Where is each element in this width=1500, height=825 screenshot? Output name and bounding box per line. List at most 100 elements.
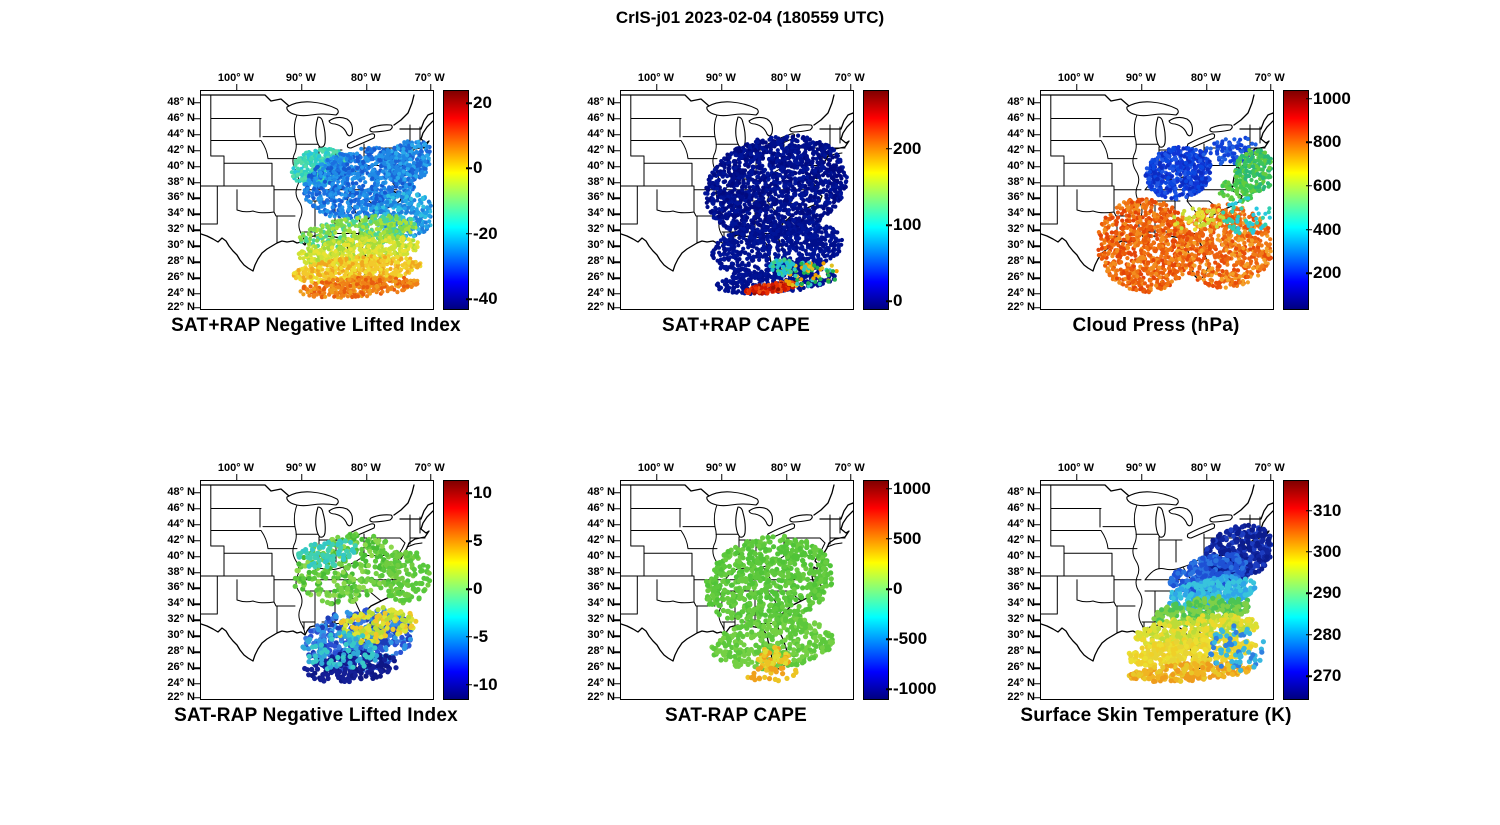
lon-tick-mark bbox=[786, 84, 788, 90]
lat-tick-label: 26° N bbox=[167, 271, 195, 284]
lat-tick-label: 46° N bbox=[587, 501, 615, 514]
lat-tick-label: 38° N bbox=[587, 565, 615, 578]
colorbar-tick-labels: 1000 500 0 -500 -1000 bbox=[886, 478, 957, 698]
colorbar-tick-mark bbox=[466, 233, 472, 235]
lon-tick-mark bbox=[236, 474, 238, 480]
map-panel: 100° W 90° W 80° W 70° W 48° N 46° N 44° N 42°… bbox=[570, 448, 960, 748]
colorbar-tick-label: 200 bbox=[1313, 263, 1342, 283]
lat-tick-label: 34° N bbox=[167, 597, 195, 610]
us-map bbox=[201, 484, 433, 685]
colorbar-tick-mark bbox=[1306, 592, 1312, 595]
lon-tick-mark bbox=[1206, 474, 1208, 480]
data-swath bbox=[1126, 522, 1273, 684]
colorbar-tick-label: 0 bbox=[473, 579, 483, 598]
colorbar bbox=[1283, 90, 1309, 310]
lat-tick-mark bbox=[614, 197, 620, 200]
lon-tick-mark bbox=[301, 474, 303, 480]
lon-tick-label: 100° W bbox=[217, 462, 255, 474]
lon-tick-mark bbox=[366, 84, 368, 90]
colorbar-tick-label: 200 bbox=[893, 138, 922, 158]
lat-tick-mark bbox=[1034, 102, 1040, 104]
colorbar-tick-mark bbox=[886, 638, 892, 640]
lat-tick-mark bbox=[614, 619, 620, 622]
lat-tick-mark bbox=[614, 149, 620, 152]
lon-tick-mark bbox=[366, 474, 368, 480]
lat-tick-mark bbox=[194, 619, 200, 622]
lat-tick-label: 42° N bbox=[167, 533, 195, 546]
colorbar-tick-labels: 200 100 0 bbox=[886, 90, 957, 310]
lat-tick-mark bbox=[614, 492, 620, 494]
lat-tick-label: 48° N bbox=[587, 95, 615, 108]
lat-tick-label: 36° N bbox=[587, 581, 615, 594]
colorbar-tick-label: 1000 bbox=[893, 478, 931, 498]
panel-title: SAT-RAP Negative Lifted Index bbox=[174, 705, 458, 726]
colorbar-tick-mark bbox=[1306, 509, 1312, 512]
lat-tick-mark bbox=[614, 697, 620, 699]
latitude-axis: 48° N 46° N 44° N 42° N 40° N 38° N 36° N 34° N… bbox=[570, 90, 617, 313]
lat-tick-mark bbox=[1034, 213, 1040, 216]
lat-tick-label: 48° N bbox=[167, 485, 195, 498]
lat-tick-label: 42° N bbox=[1007, 533, 1035, 546]
lat-tick-label: 40° N bbox=[1007, 159, 1035, 172]
lat-tick-label: 46° N bbox=[587, 111, 615, 124]
lat-tick-mark bbox=[194, 261, 200, 263]
colorbar-tick-mark bbox=[1306, 634, 1312, 636]
us-map bbox=[621, 94, 853, 296]
lat-tick-label: 34° N bbox=[1007, 597, 1035, 610]
lat-tick-label: 42° N bbox=[587, 143, 615, 156]
colorbar bbox=[863, 480, 889, 700]
longitude-axis: 100° W 90° W 80° W 70° W bbox=[200, 60, 445, 88]
lat-tick-label: 38° N bbox=[1007, 175, 1035, 188]
figure-title: CrIS-j01 2023-02-04 (180559 UTC) bbox=[615, 8, 885, 27]
lat-tick-label: 30° N bbox=[167, 629, 195, 642]
lat-tick-label: 36° N bbox=[1007, 581, 1035, 594]
lat-tick-label: 44° N bbox=[587, 127, 615, 140]
data-swath bbox=[1096, 135, 1273, 295]
lat-tick-mark bbox=[194, 307, 200, 309]
lon-tick-label: 80° W bbox=[350, 72, 381, 84]
lon-tick-label: 70° W bbox=[414, 462, 445, 474]
lat-tick-label: 36° N bbox=[167, 581, 195, 594]
lon-tick-label: 80° W bbox=[770, 72, 801, 84]
lat-tick-label: 40° N bbox=[167, 549, 195, 562]
lat-tick-label: 32° N bbox=[587, 613, 615, 626]
lat-tick-label: 22° N bbox=[587, 300, 615, 313]
lat-tick-mark bbox=[614, 307, 620, 309]
lat-tick-mark bbox=[614, 181, 620, 184]
lon-tick-label: 80° W bbox=[350, 462, 381, 474]
lat-tick-mark bbox=[1034, 697, 1040, 699]
colorbar-tick-mark bbox=[886, 487, 892, 490]
colorbar bbox=[863, 90, 889, 310]
lat-tick-mark bbox=[614, 261, 620, 263]
lat-tick-mark bbox=[1034, 635, 1040, 637]
map-plot bbox=[1034, 474, 1274, 700]
lat-tick-label: 32° N bbox=[1007, 613, 1035, 626]
colorbar-tick-mark bbox=[466, 684, 472, 686]
lat-tick-label: 32° N bbox=[587, 223, 615, 236]
lat-tick-mark bbox=[194, 197, 200, 200]
lat-tick-mark bbox=[614, 245, 620, 247]
colorbar-tick-label: -10 bbox=[473, 674, 498, 694]
lat-tick-label: 26° N bbox=[167, 661, 195, 674]
colorbar-tick-mark bbox=[1306, 228, 1312, 231]
lat-tick-label: 44° N bbox=[1007, 517, 1035, 530]
lon-tick-label: 70° W bbox=[1254, 72, 1285, 84]
lat-tick-mark bbox=[614, 508, 620, 510]
colorbar-tick-mark bbox=[886, 538, 892, 540]
lon-tick-mark bbox=[721, 474, 723, 480]
lat-tick-mark bbox=[614, 118, 620, 120]
us-map bbox=[621, 484, 853, 684]
colorbar-tick-label: 290 bbox=[1313, 583, 1342, 603]
lat-tick-label: 42° N bbox=[587, 533, 615, 546]
lat-tick-label: 34° N bbox=[1007, 207, 1035, 220]
lat-tick-label: 38° N bbox=[167, 175, 195, 188]
lat-tick-mark bbox=[1034, 524, 1040, 526]
colorbar-tick-label: -5 bbox=[473, 626, 489, 646]
lon-tick-mark bbox=[301, 84, 303, 90]
lat-tick-mark bbox=[1034, 539, 1040, 542]
lat-tick-mark bbox=[194, 683, 200, 685]
map-plot bbox=[194, 84, 434, 310]
lat-tick-label: 48° N bbox=[1007, 485, 1035, 498]
panel-title: SAT+RAP CAPE bbox=[662, 315, 810, 336]
lon-tick-mark bbox=[1141, 474, 1143, 480]
